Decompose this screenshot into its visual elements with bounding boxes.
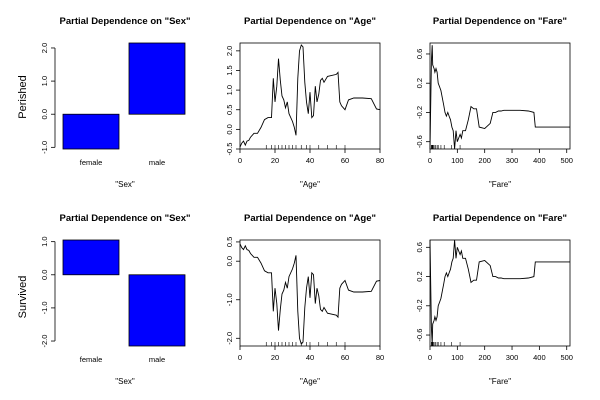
y-tick-label: 1.5	[225, 65, 234, 75]
y-tick-label: 0.0	[40, 270, 49, 280]
y-tick-label: 2.0	[40, 43, 49, 53]
x-axis-label: "Age"	[300, 180, 320, 189]
bar-male	[128, 42, 186, 115]
x-tick-label: 0	[238, 156, 242, 165]
x-tick-label: 200	[478, 156, 491, 165]
chart-panel-6: Partial Dependence on "Fare" "Fare" 0 100 20…	[415, 213, 573, 386]
y-tick-label: -2.0	[225, 332, 234, 345]
x-tick-label: 300	[506, 353, 519, 362]
x-axis-label: "Age"	[300, 377, 320, 386]
row-label-perished: Perished	[17, 75, 29, 118]
x-axis-label: "Fare"	[489, 377, 511, 386]
chart-title: Partial Dependence on "Sex"	[60, 16, 191, 27]
x-tick-label: 500	[560, 353, 573, 362]
chart-panel-4: Partial Dependence on "Sex" "Sex" female ma…	[40, 213, 190, 386]
chart-panel-5: Partial Dependence on "Age" "Age" 0 20 40 60 8…	[225, 213, 384, 386]
x-tick-label: 80	[376, 353, 384, 362]
y-tick-label: -1.0	[40, 301, 49, 314]
y-tick-label: -0.6	[415, 329, 424, 342]
y-tick-label: 1.0	[40, 236, 49, 246]
series-line	[429, 45, 570, 150]
bar-female	[62, 239, 120, 276]
x-tick-label: 0	[428, 353, 432, 362]
series-line	[239, 44, 381, 148]
y-tick-label: -0.2	[415, 299, 424, 312]
series-line	[429, 239, 570, 344]
y-tick-label: 0.2	[415, 271, 424, 281]
x-tick-label: 0	[238, 353, 242, 362]
x-tick-label: 20	[271, 353, 279, 362]
chart-title: Partial Dependence on "Fare"	[433, 16, 567, 27]
x-axis-label: "Sex"	[115, 180, 135, 189]
x-tick-label: 100	[451, 353, 464, 362]
chart-title: Partial Dependence on "Age"	[244, 16, 376, 27]
chart-panel-2: Partial Dependence on "Age" "Age" 0 20 40 60 8…	[225, 16, 384, 189]
x-axis-label: "Sex"	[115, 377, 135, 386]
y-tick-label: 2.0	[225, 46, 234, 56]
x-tick-label: 100	[451, 156, 464, 165]
y-tick-label: 0.6	[415, 242, 424, 252]
y-tick-label: 0.5	[225, 237, 234, 247]
y-tick-label: 0.5	[225, 105, 234, 115]
x-tick-label: 500	[560, 156, 573, 165]
x-tick-label: 60	[341, 156, 349, 165]
x-tick-label: 200	[478, 353, 491, 362]
y-tick-label: -0.6	[415, 135, 424, 148]
x-tick-label: 40	[306, 353, 314, 362]
bar-female	[62, 113, 120, 150]
x-axis-label: "Fare"	[489, 180, 511, 189]
series-line	[239, 243, 381, 346]
x-tick-label: male	[149, 158, 165, 167]
y-tick-label: -2.0	[40, 335, 49, 348]
y-tick-label: 1.0	[40, 76, 49, 86]
y-tick-label: 0.2	[415, 78, 424, 88]
x-tick-label: 300	[506, 156, 519, 165]
plot-frame	[429, 42, 571, 150]
x-tick-label: 20	[271, 156, 279, 165]
y-tick-label: -0.5	[225, 143, 234, 156]
plot-frame	[429, 239, 571, 347]
x-tick-label: 80	[376, 156, 384, 165]
x-tick-label: 40	[306, 156, 314, 165]
y-tick-label: 0.0	[225, 124, 234, 134]
y-tick-label: -1.0	[40, 141, 49, 154]
chart-title: Partial Dependence on "Fare"	[433, 213, 567, 224]
bar-male	[128, 274, 186, 347]
x-tick-label: male	[149, 355, 165, 364]
x-tick-label: 400	[533, 353, 546, 362]
y-tick-label: 0.0	[225, 256, 234, 266]
chart-title: Partial Dependence on "Sex"	[60, 213, 191, 224]
row-label-survived: Survived	[17, 276, 29, 319]
y-tick-label: -1.0	[225, 293, 234, 306]
y-tick-label: -0.2	[415, 106, 424, 119]
x-tick-label: female	[80, 355, 103, 364]
x-tick-label: female	[80, 158, 103, 167]
chart-panel-1: Partial Dependence on "Sex" "Sex" female ma…	[40, 16, 190, 189]
chart-title: Partial Dependence on "Age"	[244, 213, 376, 224]
y-tick-label: 0.6	[415, 49, 424, 59]
y-tick-label: 0.0	[40, 109, 49, 119]
x-tick-label: 60	[341, 353, 349, 362]
y-tick-label: 1.0	[225, 85, 234, 95]
x-tick-label: 0	[428, 156, 432, 165]
x-tick-label: 400	[533, 156, 546, 165]
chart-panel-3: Partial Dependence on "Fare" "Fare" 0 100 20…	[415, 16, 573, 189]
